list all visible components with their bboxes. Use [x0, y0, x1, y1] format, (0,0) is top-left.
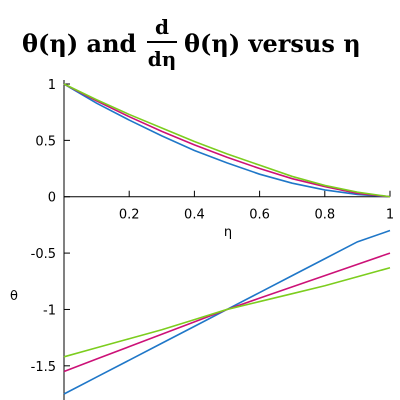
x-tick-label: 0.8: [314, 208, 335, 223]
y-tick-label: -1: [43, 303, 56, 318]
x-tick-label: 0.6: [249, 208, 270, 223]
y-tick-label: -0.5: [31, 247, 56, 262]
title-frac-numerator: d: [155, 15, 169, 39]
x-axis-label: η: [224, 225, 232, 240]
y-axis-label: θ: [10, 289, 18, 304]
x-tick-label: 0.4: [184, 208, 205, 223]
series-line-4: [63, 229, 391, 395]
series-line-6: [63, 266, 391, 358]
y-tick-label: 1: [48, 78, 56, 93]
y-tick-label: -1.5: [31, 360, 56, 375]
chart-title: θ(η) and d dη θ(η) versus η: [22, 15, 361, 71]
series-line-1: [63, 83, 391, 198]
x-tick-label: 1: [386, 208, 394, 223]
series-layer: [63, 83, 391, 395]
y-ticks: 1 0.5 0 -0.5 -1 -1.5: [31, 78, 70, 375]
series-line-2: [63, 83, 391, 198]
x-ticks: 0.2 0.4 0.6 0.8 1: [119, 190, 394, 223]
title-suffix: θ(η) versus η: [184, 29, 361, 58]
y-tick-label: 0.5: [35, 134, 56, 149]
title-prefix: θ(η) and: [22, 29, 137, 58]
title-frac-denominator: dη: [148, 47, 177, 71]
y-tick-label: 0: [48, 191, 56, 206]
series-line-5: [63, 252, 391, 373]
series-line-3: [63, 83, 391, 198]
x-tick-label: 0.2: [119, 208, 140, 223]
